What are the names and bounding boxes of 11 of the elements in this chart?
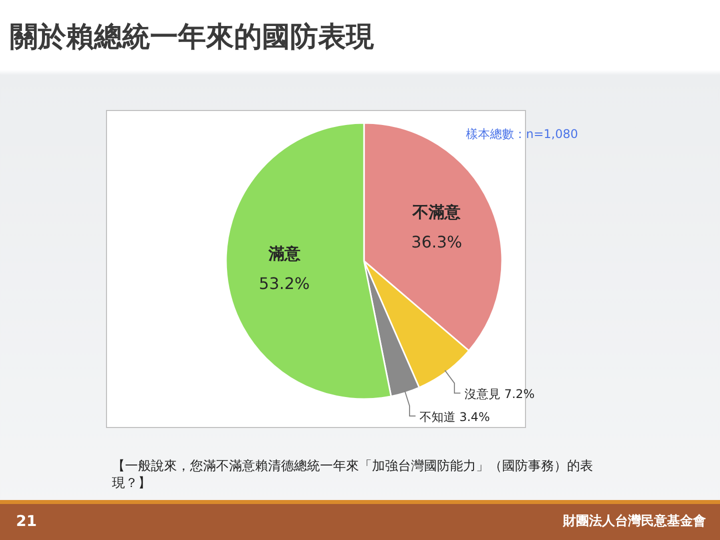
- text: 21: [16, 512, 37, 530]
- slice-label: 滿意: [267, 244, 302, 263]
- data-label: 53.2%: [258, 274, 310, 293]
- slice-label: 不知道 3.4%: [420, 410, 490, 424]
- text: 財團法人台灣民意基金會: [563, 512, 706, 530]
- text: 樣本總數：n=1,080: [466, 126, 578, 143]
- chart-title: 關於賴總統一年來的國防表現: [10, 19, 374, 55]
- slice-label: 沒意見 7.2%: [464, 387, 535, 402]
- data-label: 36.3%: [411, 232, 462, 252]
- slice-label: 不滿意: [412, 202, 462, 222]
- text: 【一般說來，您滿不滿意賴清德總統一年來「加強台灣國防能力」（國防事務）的表現？】: [112, 458, 594, 492]
